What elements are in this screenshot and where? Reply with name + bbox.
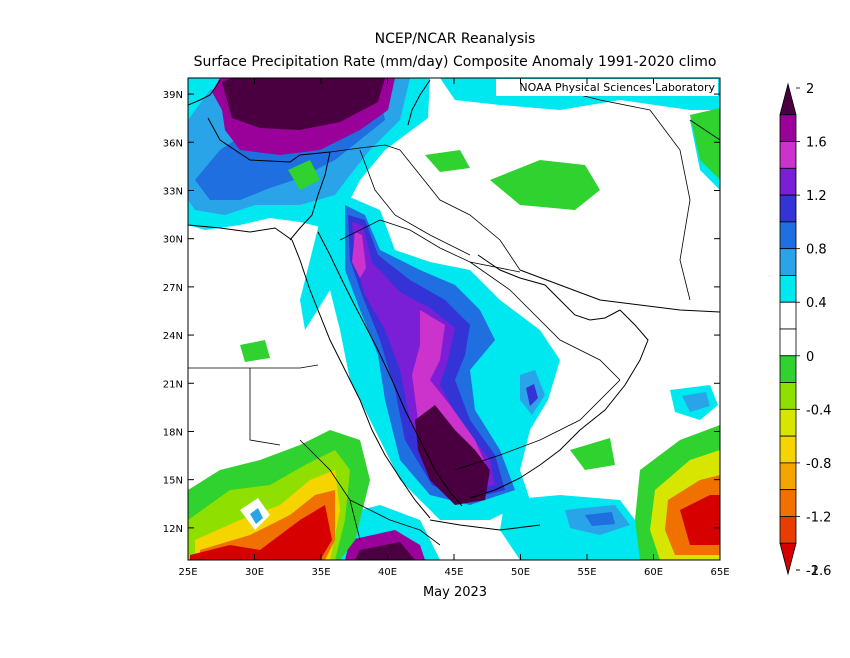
dry-patch-iran <box>490 160 600 210</box>
dry-anomaly-africa-red <box>190 505 332 560</box>
y-tick-label: 36N <box>163 138 183 149</box>
x-tick-label: 50E <box>511 567 530 578</box>
dry-patch-red <box>240 340 270 362</box>
colorbar-segment <box>779 462 797 491</box>
wet-band-magenta <box>352 232 366 278</box>
colorbar-segment <box>779 167 797 196</box>
colorbar-label: -1.2 <box>806 510 831 525</box>
coastline-turkey <box>188 79 331 163</box>
colorbar-segment <box>779 435 797 464</box>
dry-anomaly-se-red <box>680 495 720 545</box>
coastline-gulf <box>477 254 621 321</box>
x-axis: 25E 30E 35E 40E 45E 50E 55E 60E 65E <box>178 78 730 578</box>
colorbar-segment <box>779 114 797 142</box>
border-afghanistan <box>689 119 720 141</box>
colorbar-cap-bottom <box>779 542 797 576</box>
coastline-gulf-aden <box>429 519 541 531</box>
colorbar-label: 0.4 <box>806 296 827 311</box>
border-ethiopia <box>349 499 441 546</box>
dry-patch-levant <box>288 160 320 190</box>
colorbar-segment <box>779 382 797 410</box>
y-axis: 12N 15N 18N 21N 24N 27N 30N 33N 36N 39N <box>163 90 720 535</box>
colorbar: 2 1.6 1.2 0.8 0.4 0 -0.4 -0.8 -1.2 -1.6-2 <box>779 82 831 579</box>
anomaly-map: NOAA Physical Sciences Laboratory <box>188 78 720 560</box>
colorbar-label: 1.6 <box>806 136 827 151</box>
y-tick-label: 12N <box>163 524 183 535</box>
coastline-iran-coast <box>519 269 720 313</box>
colorbar-label: 0.8 <box>806 243 827 258</box>
border-sudan-east <box>249 368 361 541</box>
colorbar-label: -1.6 <box>806 564 831 579</box>
colorbar-segment <box>779 355 797 383</box>
wet-spot-right-core <box>682 392 710 412</box>
period-label: May 2023 <box>423 585 487 600</box>
wet-anomaly-nw-core <box>222 78 385 130</box>
credit-box <box>496 79 718 96</box>
border-saudi <box>339 219 621 381</box>
x-tick-label: 25E <box>178 567 197 578</box>
colorbar-label: -0.4 <box>806 403 831 418</box>
credit-label: NOAA Physical Sciences Laboratory <box>519 81 715 94</box>
y-tick-label: 27N <box>163 283 183 294</box>
x-tick-label: 30E <box>245 567 264 578</box>
dry-patch-yemen <box>570 438 615 470</box>
colorbar-segment <box>779 221 797 250</box>
border-yemen <box>454 379 621 471</box>
colorbar-label: 1.2 <box>806 189 827 204</box>
colorbar-segment <box>779 275 797 303</box>
wet-patch-bottom-left-dark <box>355 542 415 560</box>
border-egypt-sudan <box>188 364 319 369</box>
coastline-levant <box>289 151 331 241</box>
x-tick-label: 60E <box>644 567 663 578</box>
wet-spot-africa-core <box>250 508 263 524</box>
colorbar-label: -2 <box>806 564 819 579</box>
colorbar-segment <box>779 489 797 517</box>
colorbar-label: 2 <box>806 82 814 97</box>
colorbar-segment <box>779 248 797 276</box>
coastline-red-sea-east <box>317 231 463 507</box>
x-tick-label: 40E <box>378 567 397 578</box>
colorbar-label: -0.8 <box>806 457 831 472</box>
colorbar-label: 0 <box>806 350 814 365</box>
y-tick-label: 30N <box>163 235 183 246</box>
colorbar-cap-top <box>779 82 797 116</box>
coastlines <box>188 79 720 531</box>
colorbar-segment <box>779 194 797 223</box>
coastline-egypt-med <box>188 224 293 241</box>
borders <box>188 89 720 546</box>
figure-title: NCEP/NCAR Reanalysis <box>375 31 536 47</box>
colorbar-segment <box>779 141 797 169</box>
x-tick-label: 65E <box>710 567 729 578</box>
colorbar-segment <box>779 301 797 330</box>
x-tick-label: 35E <box>311 567 330 578</box>
y-tick-label: 24N <box>163 331 183 342</box>
wet-band-core <box>415 405 490 505</box>
border-iran <box>399 89 691 301</box>
border-turkey-syria <box>329 144 401 153</box>
x-tick-label: 55E <box>577 567 596 578</box>
figure-subtitle: Surface Precipitation Rate (mm/day) Comp… <box>194 54 717 70</box>
dry-patch-east-oman <box>690 108 720 180</box>
border-iraq <box>359 149 471 256</box>
colorbar-segment <box>779 408 797 437</box>
colorbar-segment <box>779 516 797 544</box>
wet-spot-east-core <box>526 384 538 406</box>
y-tick-label: 15N <box>163 476 183 487</box>
y-tick-label: 33N <box>163 186 183 197</box>
y-tick-label: 18N <box>163 427 183 438</box>
colorbar-segment <box>779 328 797 357</box>
dry-patch-iraq <box>425 150 470 172</box>
wet-spot-south-dark <box>585 512 615 526</box>
coastline-caspian <box>407 79 431 126</box>
x-tick-label: 45E <box>444 567 463 578</box>
coastline-red-sea-west <box>291 239 431 519</box>
y-tick-label: 21N <box>163 379 183 390</box>
coastline-oman <box>469 309 649 499</box>
y-tick-label: 39N <box>163 90 183 101</box>
